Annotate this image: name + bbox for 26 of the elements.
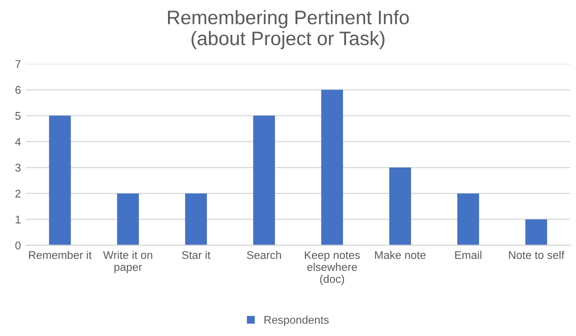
legend-label: Respondents xyxy=(264,316,329,326)
x-tick-label: Make note xyxy=(375,250,426,259)
bar xyxy=(185,193,207,246)
x-tick-label: Keep notes elsewhere (doc) xyxy=(304,251,360,286)
y-tick-label: 5 xyxy=(15,112,21,120)
y-tick-label: 2 xyxy=(15,190,20,198)
x-tick-label: Email xyxy=(455,250,482,259)
y-tick-label: 0 xyxy=(15,242,21,250)
y-tick-label: 3 xyxy=(15,164,21,172)
x-tick-label: Write it on paper xyxy=(103,250,152,274)
x-tick-label: Remember it xyxy=(29,250,92,259)
chart-title: Remembering Pertinent Info (about Project or Task) xyxy=(168,10,409,50)
bar xyxy=(525,219,548,246)
bar xyxy=(49,116,71,246)
y-tick-label: 6 xyxy=(15,86,21,94)
y-tick-label: 1 xyxy=(16,216,21,224)
bar xyxy=(321,90,343,246)
y-tick-label: 7 xyxy=(15,60,20,68)
y-tick-label: 4 xyxy=(15,138,21,146)
bar xyxy=(253,116,275,246)
x-tick-label: Star it xyxy=(182,250,210,259)
bar xyxy=(457,193,480,246)
bar xyxy=(389,168,412,246)
x-tick-label: Note to self xyxy=(509,250,564,259)
x-tick-label: Search xyxy=(246,250,281,259)
bar xyxy=(117,193,139,246)
